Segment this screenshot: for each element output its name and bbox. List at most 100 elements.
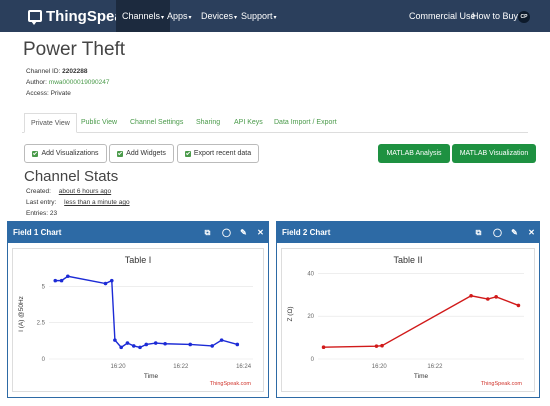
add-widgets-button[interactable]: Add Widgets xyxy=(109,144,174,163)
chevron-down-icon: ▾ xyxy=(234,15,238,21)
data-point xyxy=(144,342,149,347)
nav-apps[interactable]: Apps▾ xyxy=(167,0,192,32)
x-tick-label: 16:20 xyxy=(372,364,388,370)
external-link-icon[interactable]: ⧉ xyxy=(475,228,482,237)
y-tick-label: 0 xyxy=(311,357,315,363)
comment-icon[interactable]: ◯ xyxy=(222,228,231,237)
nav-support[interactable]: Support▾ xyxy=(241,0,277,32)
matlab-analysis-button[interactable]: MATLAB Analysis xyxy=(378,144,450,163)
data-point xyxy=(103,281,108,286)
nav-devices[interactable]: Devices▾ xyxy=(201,0,237,32)
data-point xyxy=(66,274,70,279)
channel-access: Access: Private xyxy=(26,90,71,97)
chevron-down-icon: ▾ xyxy=(188,15,192,21)
comment-icon[interactable]: ◯ xyxy=(493,228,502,237)
channel-tabs: Private View Public View Channel Setting… xyxy=(22,113,528,133)
plus-icon xyxy=(117,150,124,157)
pencil-icon[interactable]: ✎ xyxy=(511,228,518,237)
channel-stats-title: Channel Stats xyxy=(24,168,119,185)
channel-author: Author: mwa0000019090247 xyxy=(26,79,110,86)
chart-title: Table I xyxy=(125,255,152,265)
data-point xyxy=(59,278,64,283)
field2-chart-panel: Field 2 Chart ⧉ ◯ ✎ ✕ Table II 0 20 40 16:20… xyxy=(276,221,540,398)
data-point xyxy=(153,341,158,345)
add-widgets-label: Add Widgets xyxy=(126,150,166,157)
page-title: Power Theft xyxy=(23,39,126,60)
chart-credit: ThingSpeak.com xyxy=(481,381,523,387)
author-link[interactable]: mwa0000019090247 xyxy=(48,79,110,86)
stat-created: Created: about 6 hours ago xyxy=(26,188,111,195)
data-point xyxy=(53,278,58,283)
nav-channels[interactable]: Channels▾ xyxy=(116,0,171,32)
y-tick-label: 0 xyxy=(42,357,46,363)
stat-entries: Entries: 23 xyxy=(26,210,57,217)
data-point xyxy=(113,338,117,342)
tab-data-import-export[interactable]: Data Import / Export xyxy=(274,119,337,126)
field2-panel-title: Field 2 Chart xyxy=(282,228,331,237)
author-label: Author: xyxy=(26,79,47,86)
data-point xyxy=(494,295,498,299)
channel-id-label: Channel ID: xyxy=(26,68,61,75)
data-point xyxy=(138,345,142,350)
plus-icon xyxy=(32,150,39,157)
data-point xyxy=(109,278,114,283)
series-line xyxy=(323,295,519,348)
data-point xyxy=(516,303,521,308)
add-visualizations-button[interactable]: Add Visualizations xyxy=(24,144,107,163)
tab-channel-settings[interactable]: Channel Settings xyxy=(130,119,184,126)
entries-value: 23 xyxy=(49,210,58,217)
matlab-visualization-button[interactable]: MATLAB Visualization xyxy=(452,144,536,163)
tab-api-keys[interactable]: API Keys xyxy=(234,119,263,126)
pencil-icon[interactable]: ✎ xyxy=(240,228,247,237)
tab-public-view[interactable]: Public View xyxy=(81,119,118,126)
close-icon[interactable]: ✕ xyxy=(528,228,535,237)
last-entry-label: Last entry: xyxy=(26,199,57,206)
data-point xyxy=(188,342,193,347)
last-entry-value: less than a minute ago xyxy=(64,199,130,206)
field2-plot-area: Table II 0 20 40 16:20 16:22 Time Z (Ω) ThingSpe… xyxy=(281,248,535,392)
tab-private-view[interactable]: Private View xyxy=(24,113,77,133)
nav-commercial-use[interactable]: Commercial Use xyxy=(409,11,476,21)
field1-chart-svg: Table I 0 2.5 5 16:20 16:22 16:24 Time I (A) @50… xyxy=(18,255,253,387)
brand-name: ThingSpeak xyxy=(46,7,132,25)
y-axis-label: I (A) @50Hz xyxy=(18,296,25,332)
data-point xyxy=(380,343,384,348)
channel-id-value: 2202288 xyxy=(62,68,88,75)
field2-chart-svg: Table II 0 20 40 16:20 16:22 Time Z (Ω) ThingSpe… xyxy=(287,255,524,387)
checkbox-icon xyxy=(184,150,191,157)
data-point xyxy=(235,342,240,347)
access-value: Private xyxy=(50,90,71,97)
export-recent-data-label: Export recent data xyxy=(193,150,252,157)
chat-bubble-icon xyxy=(28,10,42,25)
x-tick-label: 16:22 xyxy=(173,364,189,370)
chevron-down-icon: ▾ xyxy=(161,15,165,21)
data-point xyxy=(374,344,379,348)
created-value: about 6 hours ago xyxy=(58,188,112,195)
field1-plot-area: Table I 0 2.5 5 16:20 16:22 16:24 Time I (A) @50… xyxy=(12,248,264,392)
y-tick-label: 20 xyxy=(307,314,314,320)
y-tick-label: 5 xyxy=(42,284,46,290)
chart-title: Table II xyxy=(393,255,422,265)
external-link-icon[interactable]: ⧉ xyxy=(204,228,211,237)
created-label: Created: xyxy=(26,188,51,195)
close-icon[interactable]: ✕ xyxy=(257,228,264,237)
y-tick-label: 40 xyxy=(307,271,314,277)
series-line xyxy=(55,275,238,349)
entries-label: Entries: xyxy=(26,210,49,217)
nav-apps-label: Apps xyxy=(167,11,188,21)
field1-chart-panel: Field 1 Chart ⧉ ◯ ✎ ✕ Table I 0 2.5 5 16:20 1… xyxy=(7,221,269,398)
field1-panel-title: Field 1 Chart xyxy=(13,228,62,237)
avatar[interactable]: CP xyxy=(518,11,530,23)
data-point xyxy=(321,345,326,350)
tab-sharing[interactable]: Sharing xyxy=(196,119,221,126)
data-point xyxy=(469,293,473,298)
y-tick-label: 2.5 xyxy=(37,321,46,327)
export-recent-data-button[interactable]: Export recent data xyxy=(177,144,259,163)
nav-channels-label: Channels xyxy=(122,11,161,21)
channel-id: Channel ID: 2202288 xyxy=(26,68,87,75)
x-tick-label: 16:22 xyxy=(427,364,443,370)
nav-how-to-buy[interactable]: How to Buy xyxy=(472,11,519,21)
nav-devices-label: Devices xyxy=(201,11,234,21)
x-axis-label: Time xyxy=(144,373,159,380)
field2-panel-header: Field 2 Chart ⧉ ◯ ✎ ✕ xyxy=(277,222,539,243)
